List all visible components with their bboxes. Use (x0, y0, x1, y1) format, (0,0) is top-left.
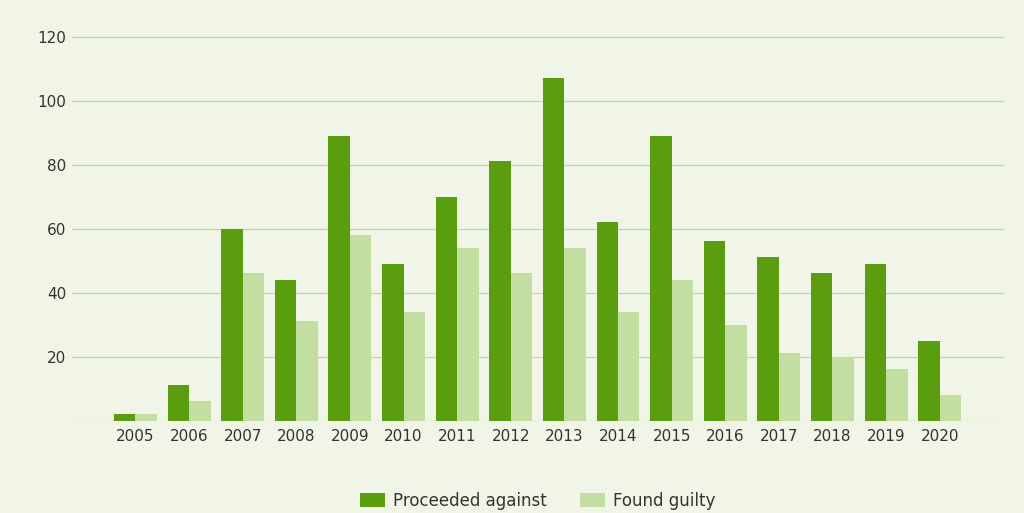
Bar (864, 264, 886, 421)
Bar (811, 273, 833, 421)
Legend: Proceeded against, Found guilty: Proceeded against, Found guilty (353, 485, 722, 513)
Bar (350, 235, 372, 421)
Bar (329, 136, 350, 421)
Bar (833, 357, 854, 421)
Bar (221, 229, 243, 421)
Bar (543, 78, 564, 421)
Bar (650, 136, 672, 421)
Bar (758, 258, 779, 421)
Bar (189, 402, 211, 421)
Bar (703, 242, 725, 421)
Bar (489, 162, 511, 421)
Bar (382, 264, 403, 421)
Bar (618, 312, 639, 421)
Bar (564, 248, 586, 421)
Bar (274, 280, 296, 421)
Bar (940, 395, 962, 421)
Bar (511, 273, 532, 421)
Bar (114, 415, 135, 421)
Bar (725, 325, 746, 421)
Bar (296, 322, 317, 421)
Bar (886, 369, 907, 421)
Bar (403, 312, 425, 421)
Bar (672, 280, 693, 421)
Bar (779, 353, 801, 421)
Bar (919, 341, 940, 421)
Bar (135, 415, 157, 421)
Bar (243, 273, 264, 421)
Bar (436, 196, 457, 421)
Bar (168, 385, 189, 421)
Bar (597, 222, 618, 421)
Bar (457, 248, 478, 421)
